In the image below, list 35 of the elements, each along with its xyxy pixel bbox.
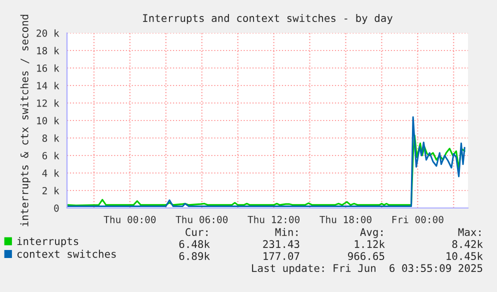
y-tick-label: 14 k [37,82,60,90]
y-tick-label: 0 [54,204,59,212]
text: 1.12k [354,240,385,248]
text: 8.42k [452,240,483,248]
y-tick-label: 16 k [37,64,60,72]
text: 177.07 [264,252,300,260]
text: 6.48k [179,240,210,248]
legend-label: interrupts [17,237,78,248]
x-tick-label: Fri 00:00 [392,216,444,224]
text: 6.89k [179,252,210,260]
y-tick-label: 2 k [42,186,60,194]
x-tick-label: Thu 06:00 [176,216,228,224]
chart-title: Interrupts and context switches - by day [143,14,393,24]
line-series [67,116,466,208]
y-tick-label: 6 k [42,152,60,160]
text: Max: [458,228,480,236]
text: Cur: [186,228,208,236]
y-tick-label: 20 k [36,29,60,37]
text: 10.45k [446,252,483,260]
text: Min: [275,228,298,236]
y-tick-label: 10 k [37,116,60,124]
y-tick-label: 18 k [37,46,60,54]
text: 966.65 [348,252,384,260]
x-tick-label: Thu 12:00 [248,216,300,224]
text: 231.43 [263,240,300,248]
x-tick-label: Thu 00:00 [104,216,156,224]
y-tick-label: 4 k [42,169,60,177]
y-axis-title: interrupts & ctx switches / second [20,14,30,226]
x-tick-label: Thu 18:00 [320,216,372,224]
text: Avg: [360,228,382,238]
y-tick-label: 12 k [37,99,60,107]
line-series [67,134,466,206]
y-tick-label: 8 k [42,134,60,142]
legend-label: context switches [17,250,116,258]
text: Last update: Fri Jun 6 03:55:09 2025 [252,264,482,274]
